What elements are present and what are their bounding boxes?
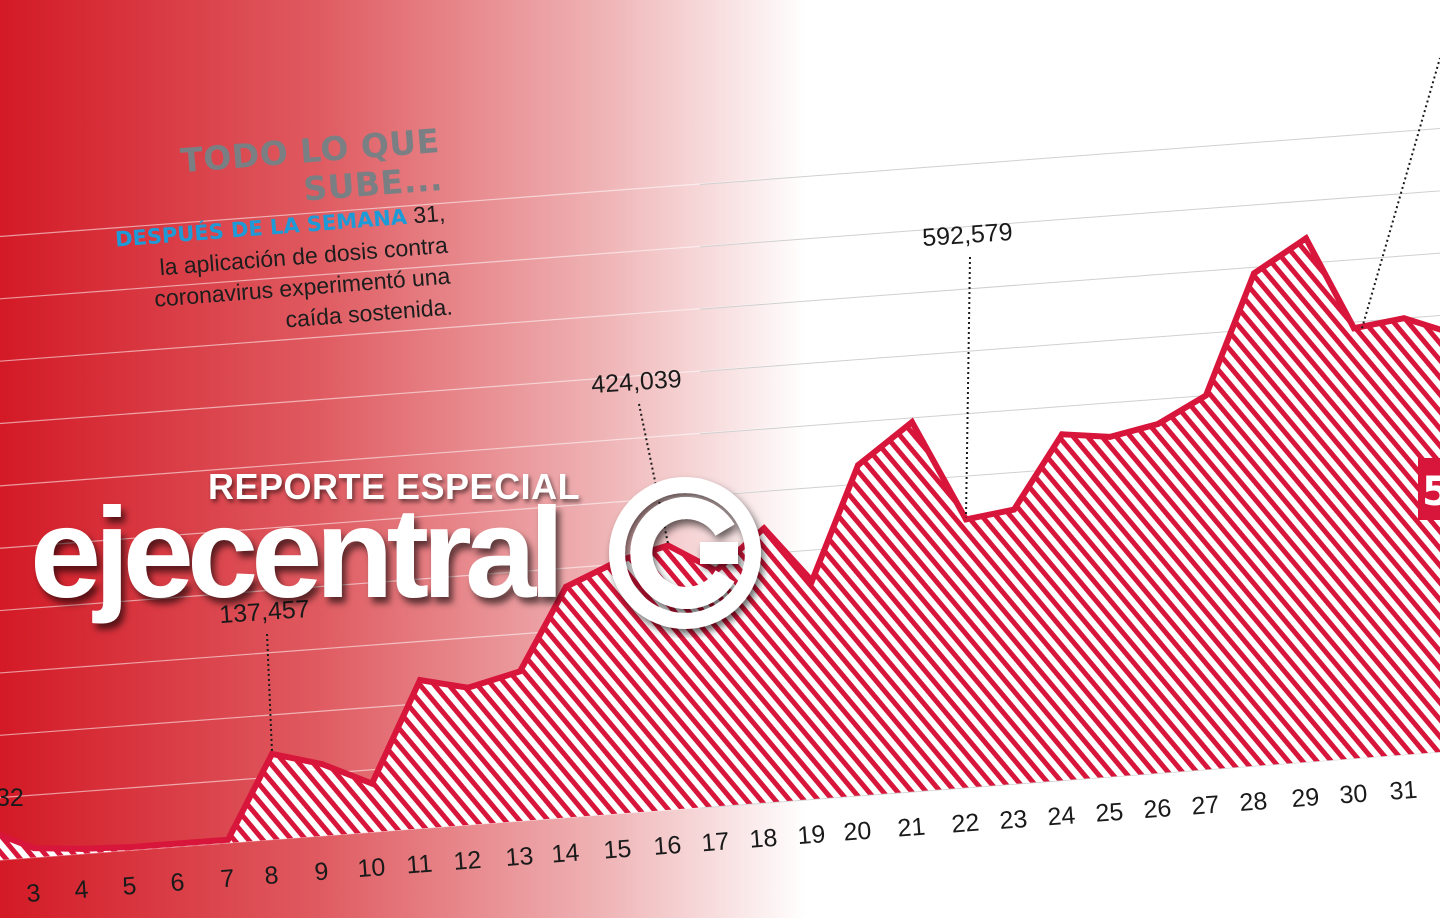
data-point [1203,392,1209,399]
data-point [1107,433,1113,440]
data-point [1251,270,1257,277]
data-point [1155,420,1161,427]
annotation-leader [638,403,669,544]
watermark-logo: REPORTE ESPECIAL ejecentral [30,466,770,636]
series-area-fill [0,238,1440,860]
x-tick-label: 20 [842,817,872,847]
data-point [761,525,767,532]
data-point [1351,325,1357,332]
x-tick-label: 27 [1190,791,1220,821]
x-tick-label: 6 [169,868,185,897]
gridline-right [699,190,1440,248]
data-point [963,516,969,523]
logo-wordmark: ejecentral [30,482,565,625]
x-tick-label: 21 [896,813,926,843]
annotation-label: 32 [0,784,24,812]
x-tick-label: 28 [1238,787,1268,817]
x-tick-label: 7 [219,864,235,893]
data-point [79,845,85,852]
data-point [855,462,861,469]
gridline-right [699,127,1440,185]
x-tick-label: 24 [1046,801,1076,831]
x-tick-label: 9 [313,857,329,886]
x-tick-label: 8 [263,861,279,890]
partial-label: 5 [1422,469,1440,515]
x-tick-label: 14 [550,839,580,869]
logo-subtitle: REPORTE ESPECIAL [208,466,581,507]
data-point [465,684,471,691]
gridline-right [699,751,1440,809]
data-point [1059,431,1065,438]
annotation-label: 137,457 [218,595,310,629]
annotation-label: 592,579 [921,218,1013,252]
x-tick-label: 5 [121,872,137,901]
data-point [127,844,133,851]
data-point [809,577,815,584]
x-tick-label: 13 [504,842,534,872]
data-point [369,780,375,787]
annotation-leader [965,256,971,518]
annotation-label: 424,039 [590,365,682,399]
x-tick-label: 30 [1338,779,1368,809]
x-tick-label: 25 [1094,798,1124,828]
data-point [175,840,181,847]
x-tick-label: 11 [405,850,433,880]
data-point [319,761,325,768]
x-tick-label: 29 [1290,783,1320,813]
x-tick-label: 22 [950,809,980,839]
data-point [1401,315,1407,322]
x-tick-label: 10 [356,853,386,883]
data-point [909,419,915,426]
blurb-week-number: 31, [405,199,447,229]
data-point [1011,506,1017,513]
x-tick-label: 3 [25,879,41,908]
x-tick-label: 26 [1142,794,1172,824]
peak-leader [1361,57,1440,329]
x-tick-label: 23 [998,805,1028,835]
x-tick-label: 4 [73,875,89,904]
data-point [417,677,423,684]
data-point [665,542,671,549]
data-point [517,668,523,675]
data-point [563,583,569,590]
data-point [0,832,3,839]
data-point [225,836,231,843]
x-tick-label: 19 [796,820,826,850]
x-tick-label: 18 [748,824,778,854]
data-point [269,750,275,757]
x-tick-label: 15 [602,835,632,865]
data-point [1303,235,1309,242]
partial-label-box [1418,458,1440,520]
data-point [31,845,37,852]
logo-c-icon [609,477,761,629]
x-tick-label: 17 [700,827,730,857]
x-tick-label: 12 [452,846,482,876]
x-tick-label: 31 [1388,776,1418,806]
x-tick-label: 16 [652,831,682,861]
intro-blurb: TODO LO QUE SUBE... DESPUÉS DE LA SEMANA… [29,121,454,355]
